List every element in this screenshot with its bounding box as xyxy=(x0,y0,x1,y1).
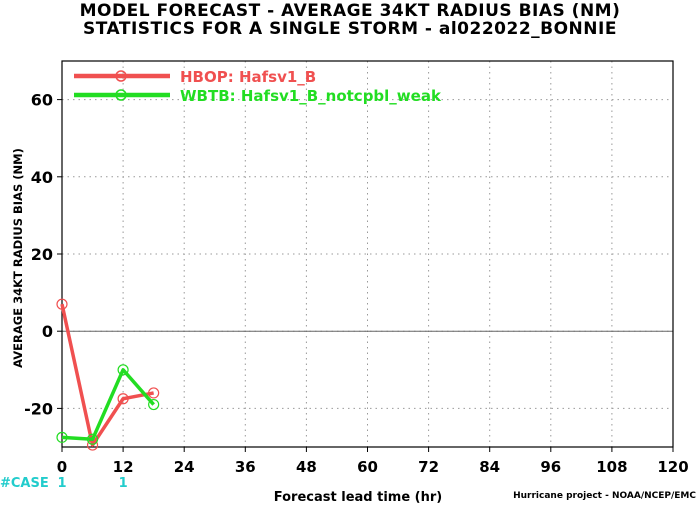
chart-title: MODEL FORECAST - AVERAGE 34KT RADIUS BIA… xyxy=(79,1,621,21)
x-tick-label: 60 xyxy=(357,458,378,476)
axis-ticks: 0 12 24 36 48 60 72 84 96 108 120 -20 0 20 40 60 xyxy=(24,91,689,476)
x-axis-label: Forecast lead time (hr) xyxy=(274,490,442,505)
series-1-point xyxy=(117,393,129,405)
y-axis-label: AVERAGE 34KT RADIUS BIAS (NM) xyxy=(11,148,25,368)
series-1-point xyxy=(56,298,68,310)
case-count: 1 xyxy=(57,476,66,491)
legend-marker-2 xyxy=(115,89,127,101)
series-2-point xyxy=(117,364,129,376)
credit-text: Hurricane project - NOAA/NCEP/EMC xyxy=(513,491,696,501)
y-tick-label: 20 xyxy=(31,245,53,264)
x-tick-label: 108 xyxy=(596,458,627,476)
legend-label-1: HBOP: Hafsv1_B xyxy=(180,68,316,86)
x-tick-label: 36 xyxy=(235,458,256,476)
x-tick-label: 120 xyxy=(657,458,688,476)
series-2-point xyxy=(148,398,160,411)
x-tick-label: 84 xyxy=(479,458,500,476)
y-tick-label: -20 xyxy=(24,399,53,418)
series-line-1 xyxy=(60,303,154,447)
x-tick-label: 96 xyxy=(540,458,561,476)
series-2-point xyxy=(56,431,68,443)
series-line-2 xyxy=(61,368,155,442)
legend-marker-1 xyxy=(115,70,127,82)
y-tick-label: 0 xyxy=(42,322,53,341)
y-tick-label: 40 xyxy=(31,168,53,187)
x-tick-label: 12 xyxy=(113,458,134,476)
chart-subtitle: STATISTICS FOR A SINGLE STORM - al022022… xyxy=(83,19,617,39)
legend-label-2: WBTB: Hafsv1_B_notcpbl_weak xyxy=(180,87,442,105)
case-label: #CASE xyxy=(0,476,49,491)
case-count: 1 xyxy=(119,476,128,491)
x-tick-label: 48 xyxy=(296,458,317,476)
y-tick-label: 60 xyxy=(31,91,53,110)
series-2-point xyxy=(86,433,99,445)
grid xyxy=(62,61,673,447)
x-tick-label: 24 xyxy=(174,458,195,476)
x-tick-label: 72 xyxy=(418,458,439,476)
series-1-point xyxy=(148,387,160,399)
x-tick-label: 0 xyxy=(57,458,67,476)
series-group xyxy=(56,298,160,451)
